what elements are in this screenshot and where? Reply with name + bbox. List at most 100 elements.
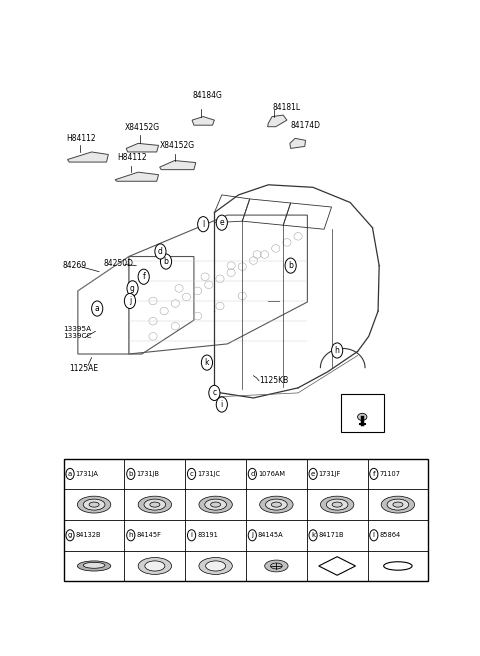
Text: 71107: 71107: [379, 471, 400, 477]
Ellipse shape: [89, 502, 99, 507]
Text: 84145F: 84145F: [136, 532, 161, 539]
Ellipse shape: [387, 499, 409, 510]
Ellipse shape: [83, 499, 105, 510]
Circle shape: [155, 244, 166, 259]
Text: f: f: [143, 272, 145, 281]
Polygon shape: [67, 152, 108, 162]
Text: l: l: [373, 532, 375, 539]
Text: b: b: [164, 257, 168, 266]
Text: 1125KB: 1125KB: [259, 377, 288, 385]
Text: g: g: [130, 284, 135, 293]
Text: 1125AE: 1125AE: [69, 363, 98, 373]
Text: 1339CC: 1339CC: [63, 333, 92, 339]
Ellipse shape: [211, 502, 221, 507]
Circle shape: [127, 281, 138, 296]
Text: 1731JC: 1731JC: [197, 471, 220, 477]
Circle shape: [285, 258, 296, 273]
Circle shape: [66, 530, 74, 541]
Circle shape: [370, 468, 378, 480]
Text: 84250D: 84250D: [104, 259, 134, 268]
Text: b: b: [129, 471, 133, 477]
Circle shape: [309, 468, 317, 480]
Polygon shape: [126, 144, 158, 152]
Text: X84152G: X84152G: [125, 123, 160, 132]
Circle shape: [66, 468, 74, 480]
Circle shape: [138, 269, 149, 284]
Circle shape: [332, 343, 343, 358]
Circle shape: [209, 385, 220, 400]
Text: 84269: 84269: [63, 261, 87, 270]
Ellipse shape: [77, 496, 111, 513]
Ellipse shape: [138, 496, 171, 513]
Ellipse shape: [138, 558, 171, 575]
Ellipse shape: [77, 561, 111, 571]
Circle shape: [188, 530, 196, 541]
Text: H84112: H84112: [67, 134, 96, 144]
Text: 84181L: 84181L: [272, 102, 300, 112]
Text: g: g: [68, 532, 72, 539]
Ellipse shape: [199, 558, 232, 575]
Text: d: d: [158, 247, 163, 256]
Circle shape: [198, 216, 209, 232]
Ellipse shape: [145, 561, 165, 571]
Ellipse shape: [321, 496, 354, 513]
Text: X84152G: X84152G: [160, 142, 195, 150]
Text: H84112: H84112: [118, 153, 147, 162]
Polygon shape: [192, 117, 215, 125]
Circle shape: [160, 254, 172, 269]
Ellipse shape: [205, 561, 226, 571]
Text: e: e: [311, 471, 315, 477]
Circle shape: [127, 530, 135, 541]
Text: c: c: [212, 388, 216, 398]
Ellipse shape: [144, 499, 166, 510]
Ellipse shape: [264, 560, 288, 572]
Text: 85864: 85864: [379, 532, 401, 539]
Text: i: i: [221, 400, 223, 409]
Text: 1731JA: 1731JA: [76, 471, 98, 477]
Ellipse shape: [260, 496, 293, 513]
Text: a: a: [95, 304, 99, 313]
Polygon shape: [267, 115, 287, 127]
Text: k: k: [311, 532, 315, 539]
Text: h: h: [129, 532, 133, 539]
Circle shape: [124, 293, 135, 308]
Circle shape: [216, 397, 228, 412]
Text: 84145A: 84145A: [258, 532, 284, 539]
Circle shape: [248, 468, 256, 480]
Text: 84171B: 84171B: [319, 532, 344, 539]
Text: k: k: [204, 358, 209, 367]
Circle shape: [188, 468, 196, 480]
Polygon shape: [290, 138, 305, 148]
Text: j: j: [129, 297, 131, 306]
FancyBboxPatch shape: [64, 459, 428, 581]
Circle shape: [370, 530, 378, 541]
Text: 83191: 83191: [197, 532, 218, 539]
Ellipse shape: [265, 499, 287, 510]
Ellipse shape: [83, 562, 105, 568]
Text: d: d: [250, 471, 254, 477]
Text: l: l: [202, 220, 204, 229]
Ellipse shape: [199, 496, 232, 513]
FancyBboxPatch shape: [341, 394, 384, 432]
Ellipse shape: [393, 502, 403, 507]
Text: f: f: [372, 471, 375, 477]
Text: h: h: [335, 346, 339, 355]
Text: c: c: [190, 471, 193, 477]
Text: 81126: 81126: [348, 400, 377, 409]
Circle shape: [216, 215, 228, 230]
Text: i: i: [191, 532, 192, 539]
Text: 1731JF: 1731JF: [319, 471, 341, 477]
Text: 1731JB: 1731JB: [136, 471, 159, 477]
Text: 84174D: 84174D: [290, 121, 321, 131]
Text: a: a: [68, 471, 72, 477]
Text: 84184G: 84184G: [192, 91, 222, 100]
Polygon shape: [115, 172, 158, 181]
Ellipse shape: [205, 499, 227, 510]
Text: 84132B: 84132B: [76, 532, 101, 539]
Text: 13395A: 13395A: [63, 326, 91, 333]
Ellipse shape: [271, 502, 281, 507]
Text: 1076AM: 1076AM: [258, 471, 285, 477]
Ellipse shape: [332, 502, 342, 507]
Circle shape: [248, 530, 256, 541]
Circle shape: [127, 468, 135, 480]
